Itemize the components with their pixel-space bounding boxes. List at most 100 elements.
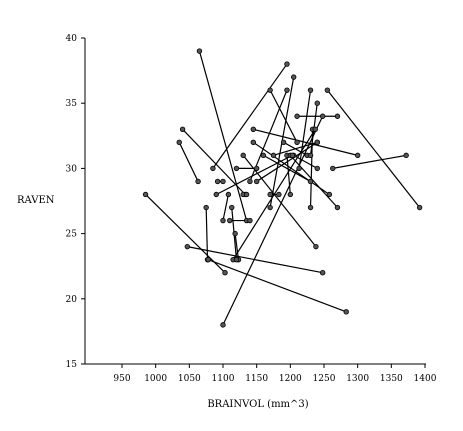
- data-point: [260, 152, 267, 159]
- data-point: [250, 126, 256, 132]
- data-point: [313, 243, 319, 250]
- pair-segment: [326, 89, 421, 208]
- data-point: [280, 139, 287, 146]
- pair-segment: [298, 90, 312, 169]
- data-point: [232, 230, 238, 237]
- data-point: [250, 139, 256, 146]
- pair-segment: [198, 50, 248, 221]
- data-point: [307, 178, 314, 185]
- data-point: [243, 191, 250, 198]
- data-point: [229, 204, 235, 211]
- y-tick-label: 25: [66, 230, 78, 240]
- data-point: [142, 191, 149, 198]
- x-tick-label: 1200: [279, 374, 302, 384]
- data-point: [324, 87, 331, 93]
- pair-segment: [207, 259, 347, 313]
- x-tick-label: 1250: [313, 374, 336, 384]
- y-tick-label: 15: [66, 360, 78, 370]
- data-point: [287, 191, 294, 198]
- pair-segment: [273, 141, 318, 156]
- x-axis-title: BRAINVOL (mm^3): [207, 399, 308, 410]
- data-point: [326, 191, 333, 198]
- data-point: [284, 87, 290, 93]
- pair-segment: [289, 154, 338, 208]
- pair-segment: [253, 128, 358, 156]
- pair-segment: [252, 141, 330, 195]
- data-point: [294, 113, 300, 119]
- data-point: [276, 191, 282, 198]
- data-point: [220, 322, 226, 328]
- data-point: [267, 191, 273, 198]
- data-point: [312, 126, 318, 132]
- data-point: [247, 178, 253, 185]
- y-axis-ticks: 15 20 25 30 35 40: [66, 34, 85, 370]
- data-point: [319, 270, 326, 276]
- x-tick-label: 1100: [212, 374, 235, 384]
- pair-segment: [222, 115, 324, 326]
- x-tick-label: 1000: [144, 374, 167, 384]
- x-tick-label: 950: [113, 374, 130, 384]
- data-point: [296, 165, 302, 172]
- x-tick-label: 1400: [414, 374, 437, 384]
- data-point: [213, 191, 219, 198]
- data-point: [284, 61, 290, 67]
- x-tick-label: 1050: [178, 374, 201, 384]
- data-point: [354, 152, 361, 159]
- data-point: [294, 139, 300, 146]
- pair-segment: [178, 142, 199, 182]
- data-point: [267, 87, 273, 93]
- pair-segment: [182, 128, 246, 195]
- y-tick-label: 40: [66, 34, 78, 44]
- data-point: [227, 217, 233, 224]
- y-tick-label: 20: [66, 295, 78, 305]
- data-point: [233, 256, 240, 263]
- data-point: [233, 165, 240, 172]
- data-point: [330, 165, 336, 172]
- pair-segment: [205, 207, 209, 260]
- data-point: [179, 126, 186, 132]
- data-point: [253, 178, 260, 185]
- data-point: [195, 178, 201, 185]
- data-point: [203, 204, 209, 211]
- x-tick-label: 1150: [245, 374, 268, 384]
- data-point: [214, 178, 221, 185]
- data-point: [307, 204, 314, 211]
- x-tick-label: 1350: [380, 374, 403, 384]
- y-axis-title: RAVEN: [17, 195, 55, 206]
- data-point: [184, 243, 191, 250]
- plot-area: 950 1000 1050 1100 1150 1200 1250 1300 1350 1400 …: [66, 34, 437, 384]
- pair-segment: [263, 154, 311, 182]
- pair-segment: [215, 154, 293, 196]
- pair-segment: [145, 194, 226, 274]
- data-point: [240, 152, 246, 159]
- x-axis-ticks: 950 1000 1050 1100 1150 1200 1250 1300 1350 1400: [113, 364, 437, 384]
- data-point: [220, 178, 226, 185]
- data-point: [416, 204, 423, 211]
- data-point: [291, 74, 297, 80]
- data-segments: [145, 50, 421, 326]
- data-points: [142, 48, 423, 328]
- data-point: [225, 191, 232, 198]
- pair-segment: [232, 128, 316, 260]
- data-point: [222, 270, 228, 276]
- y-tick-label: 30: [66, 164, 78, 174]
- pair-segment: [212, 63, 288, 169]
- data-point: [307, 87, 314, 93]
- data-point: [334, 204, 341, 211]
- data-point: [176, 139, 182, 146]
- data-point: [270, 152, 277, 159]
- y-tick-label: 35: [66, 99, 78, 109]
- data-point: [314, 139, 320, 146]
- data-point: [210, 165, 216, 172]
- pair-segment: [332, 154, 407, 169]
- data-point: [205, 256, 211, 263]
- pair-segment: [187, 246, 323, 274]
- data-point: [343, 309, 349, 315]
- data-point: [403, 152, 409, 159]
- data-point: [247, 217, 253, 224]
- data-point: [319, 113, 326, 119]
- data-point: [267, 204, 273, 211]
- data-point: [253, 165, 260, 172]
- data-point: [289, 152, 296, 159]
